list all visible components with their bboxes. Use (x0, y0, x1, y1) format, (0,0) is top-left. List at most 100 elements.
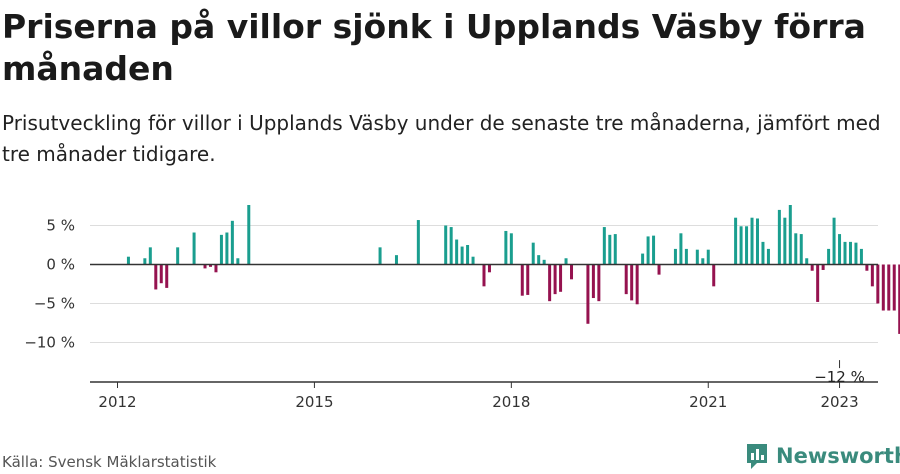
x-tick-label: 2023 (820, 393, 858, 411)
bar (203, 264, 207, 269)
bar (854, 242, 858, 265)
bar (482, 264, 486, 287)
bar (531, 242, 535, 265)
bar (608, 234, 612, 265)
bar (788, 205, 792, 265)
bar (761, 241, 765, 265)
bar (154, 264, 158, 290)
y-tick-label: 5 % (46, 217, 75, 235)
bar (236, 258, 240, 265)
bar (378, 247, 382, 265)
bar (783, 217, 787, 265)
bar (652, 235, 656, 265)
bar (444, 225, 448, 265)
bar (630, 264, 634, 301)
bar (848, 241, 852, 265)
bar (838, 234, 842, 265)
bar (208, 264, 212, 267)
bar (887, 264, 891, 311)
bar (777, 209, 781, 265)
bar (176, 247, 180, 265)
bar (230, 220, 234, 265)
bar (247, 205, 251, 265)
bar (214, 264, 218, 273)
y-tick-label: −5 % (34, 295, 75, 313)
bar (542, 259, 546, 265)
bar (460, 246, 464, 265)
bar (126, 256, 130, 265)
bar (843, 241, 847, 265)
chart-subtitle: Prisutveckling för villor i Upplands Väs… (2, 111, 881, 166)
brand-logo: Newsworthy (745, 442, 900, 470)
bar (509, 233, 513, 265)
bar (646, 236, 650, 265)
bar (832, 217, 836, 265)
bar (898, 264, 900, 334)
bar (750, 217, 754, 265)
bar (570, 264, 574, 280)
bar (586, 264, 590, 324)
bar (526, 264, 530, 295)
source-note: Källa: Svensk Mäklarstatistik (2, 453, 217, 471)
bar (881, 264, 885, 311)
bar (892, 264, 896, 311)
bar (487, 264, 491, 273)
bar (192, 232, 196, 265)
bar (165, 264, 169, 288)
bar (559, 264, 563, 292)
bar (766, 248, 770, 265)
y-tick-label: −10 % (24, 334, 75, 352)
price-change-bar-chart: 5 % 0 % −5 % −10 % 2012 2015 2018 2021 2023 −12 % (24, 205, 900, 411)
bar (755, 218, 759, 265)
annotation-label: −12 % (814, 368, 865, 386)
x-tick-label: 2012 (98, 393, 136, 411)
bar (537, 255, 541, 265)
bar (520, 264, 524, 296)
bar (564, 258, 568, 265)
bar (805, 258, 809, 265)
newsworthy-logo-icon (747, 444, 767, 469)
bar (745, 226, 749, 265)
y-tick-label: 0 % (46, 256, 75, 274)
bar (657, 264, 661, 275)
x-tick-label: 2018 (492, 393, 530, 411)
bar (159, 264, 163, 284)
bar (148, 247, 152, 265)
x-tick-label: 2015 (295, 393, 333, 411)
bar (591, 264, 595, 299)
bar (673, 248, 677, 265)
bar (641, 253, 645, 265)
bar (712, 264, 716, 287)
bar (602, 227, 606, 265)
bar (695, 249, 699, 265)
bar (455, 239, 459, 265)
bar (684, 248, 688, 265)
chart-title: Priserna på villor sjönk i Upplands Väsb… (2, 7, 866, 88)
bar (679, 233, 683, 265)
bar (876, 264, 880, 304)
bar (827, 248, 831, 265)
bar (870, 264, 874, 287)
bar (548, 264, 552, 302)
bar (449, 227, 453, 265)
bar (143, 258, 147, 265)
bar (394, 255, 398, 265)
bar (706, 249, 710, 265)
bar (613, 234, 617, 265)
bar (225, 232, 229, 265)
bar (799, 234, 803, 265)
bar (821, 264, 825, 270)
bar (416, 220, 420, 265)
brand-name: Newsworthy (776, 444, 900, 468)
bar (794, 233, 798, 265)
bar (810, 264, 814, 271)
bar (504, 230, 508, 265)
bar (739, 226, 743, 265)
bar (624, 264, 628, 295)
bar (734, 217, 738, 265)
bar (471, 256, 475, 265)
bar (635, 264, 639, 305)
bar (219, 234, 223, 265)
bar (597, 264, 601, 302)
bar (466, 245, 470, 265)
